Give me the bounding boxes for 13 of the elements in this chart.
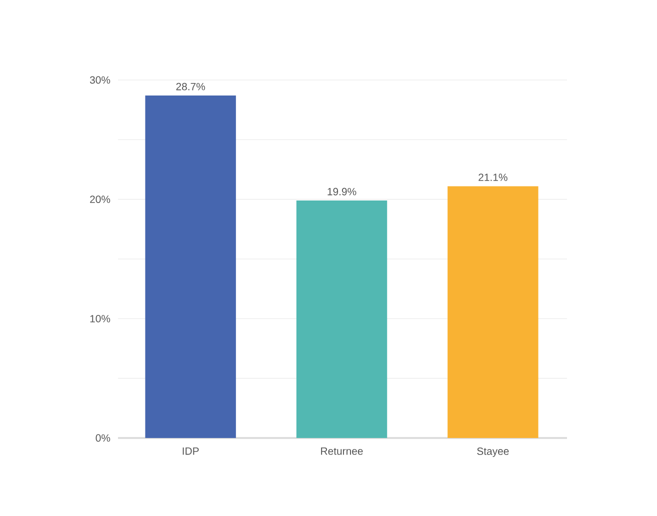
- bar: [296, 200, 388, 438]
- y-tick-label: 30%: [90, 76, 110, 84]
- data-label: 19.9%: [328, 188, 356, 196]
- y-tick-label: 10%: [90, 314, 110, 322]
- bar: [448, 186, 538, 438]
- bar: [145, 96, 236, 438]
- x-tick-label: Stayee: [477, 448, 509, 457]
- data-label: 21.1%: [478, 174, 508, 181]
- data-label: 28.7%: [176, 82, 206, 90]
- y-tick-label: 20%: [90, 196, 110, 204]
- x-tick-label: IDP: [182, 448, 199, 455]
- x-tick-label: Returnee: [321, 448, 363, 455]
- y-tick-label: 0%: [96, 434, 110, 442]
